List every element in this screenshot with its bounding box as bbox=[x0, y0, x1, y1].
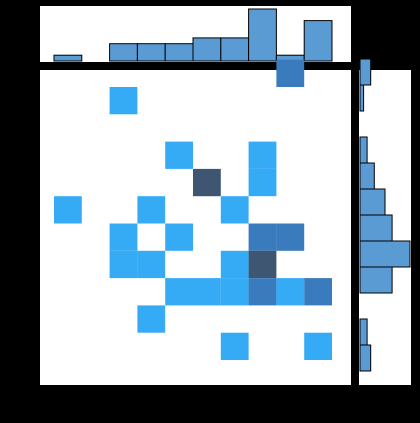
heatmap-cell-20 bbox=[248, 278, 277, 306]
heatmap-cell-25 bbox=[304, 332, 332, 360]
marginal-x-bars bbox=[53, 8, 333, 62]
heatmap-cell-13 bbox=[109, 250, 138, 279]
heatmap-cell-24 bbox=[220, 332, 249, 360]
marginal-x-bar-9 bbox=[303, 20, 333, 62]
heatmap-cell-11 bbox=[248, 223, 277, 251]
heatmap-cell-15 bbox=[220, 250, 249, 279]
heatmap-cell-3 bbox=[248, 141, 277, 169]
heatmap-cell-7 bbox=[137, 196, 166, 224]
heatmap-cell-1 bbox=[109, 87, 138, 115]
heatmap-cell-18 bbox=[193, 278, 221, 306]
marginal-y-bar-6 bbox=[359, 188, 386, 216]
marginal-x-histogram bbox=[40, 6, 351, 62]
marginal-x-bar-6 bbox=[220, 37, 250, 62]
heatmap-cell-17 bbox=[165, 278, 193, 306]
marginal-x-bar-0 bbox=[53, 54, 83, 62]
marginal-y-bar-4 bbox=[359, 240, 411, 268]
heatmap-cell-23 bbox=[137, 305, 166, 333]
marginal-y-histogram bbox=[359, 58, 411, 385]
marginal-y-bar-10 bbox=[359, 84, 365, 112]
marginal-y-bar-1 bbox=[359, 318, 368, 346]
heatmap-cell-8 bbox=[220, 196, 249, 224]
marginal-y-bar-8 bbox=[359, 136, 368, 164]
marginal-y-bar-3 bbox=[359, 266, 393, 294]
marginal-x-bar-2 bbox=[109, 43, 138, 62]
marginal-y-bars bbox=[359, 58, 411, 372]
heatmap-cell-14 bbox=[137, 250, 166, 279]
heatmap-cell-0 bbox=[276, 59, 305, 87]
marginal-y-bar-7 bbox=[359, 162, 375, 190]
heatmap-cell-6 bbox=[54, 196, 82, 224]
heatmap-cell-10 bbox=[165, 223, 193, 251]
heatmap-cell-22 bbox=[304, 278, 332, 306]
heatmap-cell-4 bbox=[193, 168, 221, 197]
joint-heatmap bbox=[40, 59, 351, 385]
heatmap-cell-2 bbox=[165, 141, 193, 169]
marginal-y-bar-0 bbox=[359, 344, 372, 372]
heatmap-cell-5 bbox=[248, 168, 277, 197]
marginal-x-bar-5 bbox=[192, 37, 222, 62]
heatmap-cell-16 bbox=[248, 250, 277, 279]
marginal-x-bar-3 bbox=[136, 43, 166, 62]
heatmap-cell-12 bbox=[276, 223, 305, 251]
marginal-x-bar-7 bbox=[248, 8, 277, 62]
marginal-x-bar-4 bbox=[164, 43, 194, 62]
heatmap-cell-19 bbox=[220, 278, 249, 306]
heatmap-cell-9 bbox=[109, 223, 138, 251]
marginal-y-bar-5 bbox=[359, 214, 393, 242]
heatmap-cell-21 bbox=[276, 278, 305, 306]
heatmap-cells bbox=[54, 59, 332, 360]
marginal-y-bar-11 bbox=[359, 58, 372, 86]
